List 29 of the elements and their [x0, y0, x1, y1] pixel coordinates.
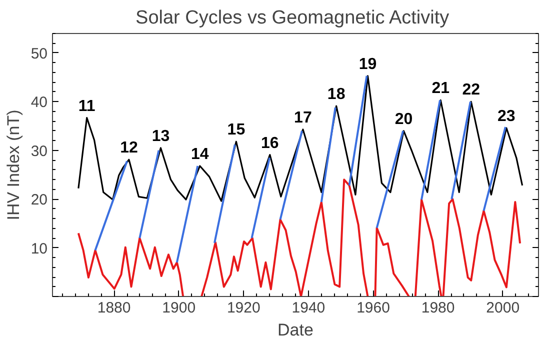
annotation: 18: [327, 86, 346, 104]
y-tick-label: 10: [30, 240, 48, 258]
x-tick-label: 1880: [97, 300, 131, 316]
x-tick-label: 1920: [226, 300, 260, 316]
y-tick-label: 40: [30, 94, 48, 112]
annotation: 11: [78, 98, 96, 115]
annotation: 16: [261, 134, 279, 152]
annotation: 22: [462, 82, 480, 99]
x-tick-label: 1940: [292, 300, 326, 316]
y-tick-label: 50: [30, 45, 48, 62]
x-tick-label: 2000: [486, 300, 520, 316]
annotation: 14: [191, 146, 209, 163]
x-tick-label: 1980: [421, 300, 455, 316]
y-tick-label: 30: [30, 142, 48, 160]
annotation: 17: [294, 109, 312, 126]
y-tick-label: 20: [30, 192, 48, 209]
x-axis-title: Date: [278, 320, 314, 340]
annotation: 12: [120, 140, 138, 157]
annotation: 19: [358, 56, 377, 73]
annotation: 13: [152, 128, 170, 145]
annotation: 21: [432, 80, 450, 98]
x-tick-label: 1900: [162, 300, 196, 316]
chart-title: Solar Cycles vs Geomagnetic Activity: [136, 8, 450, 28]
annotation: 20: [394, 110, 413, 128]
annotation: 23: [498, 108, 516, 125]
line-series: [78, 75, 524, 202]
y-axis-title: IHV Index (nT): [4, 110, 23, 220]
annotation: 15: [227, 122, 246, 139]
x-tick-label: 1960: [356, 300, 390, 316]
